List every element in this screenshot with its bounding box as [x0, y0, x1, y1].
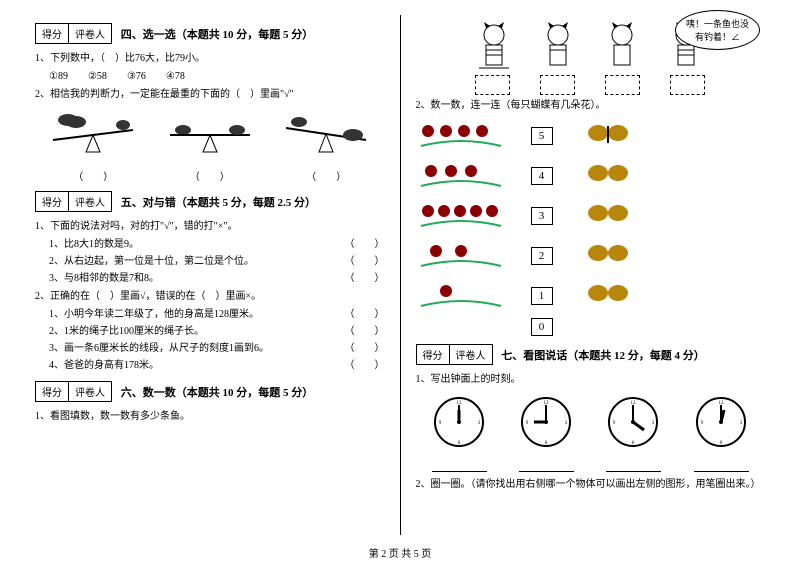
num-3: 3 [531, 207, 553, 225]
svg-text:3: 3 [652, 421, 655, 426]
clock-answers [416, 458, 766, 472]
clocks-diagram: 12369 12369 12369 12369 [416, 395, 766, 450]
q4-1-options: ①89②58③76④78 [49, 69, 385, 84]
num-1: 1 [531, 287, 553, 305]
q4-2: 2、相信我的判断力，一定能在最重的下面的（ ）里画"√" [35, 87, 385, 102]
svg-text:9: 9 [526, 421, 529, 426]
q7-2: 2、圈一圈。（请你找出用右侧哪一个物体可以画出左侧的图形，用笔圈出来。） [416, 477, 766, 492]
score-label: 得分 [36, 24, 69, 43]
seesaw-diagram: （ ） （ ） （ ） [35, 110, 385, 183]
svg-text:12: 12 [631, 401, 637, 406]
q6-1: 1、看图填数，数一数有多少条鱼。 [35, 409, 385, 424]
count-row: 5 [416, 118, 766, 153]
num-4: 4 [531, 167, 553, 185]
q5-1-1: 1、比8大1的数是9。（ ） [49, 237, 385, 252]
q7-1: 1、写出钟面上的时刻。 [416, 372, 766, 387]
svg-text:12: 12 [456, 401, 462, 406]
svg-text:12: 12 [544, 401, 550, 406]
section-5-title: 五、对与错（本题共 5 分，每题 2.5 分） [121, 194, 316, 210]
svg-text:12: 12 [718, 401, 724, 406]
svg-text:9: 9 [701, 421, 704, 426]
q5-2: 2、正确的在（ ）里画√，错误的在（ ）里画×。 [35, 289, 385, 304]
grader-label: 评卷人 [69, 24, 111, 43]
q5-1: 1、下面的说法对吗，对的打"√"，错的打"×"。 [35, 219, 385, 234]
q5-1-2: 2、从右边起，第一位是十位，第二位是个位。（ ） [49, 254, 385, 269]
speech-bubble: 咦！一条鱼也没有钓着！∠ [675, 10, 760, 50]
section-7-title: 七、看图说话（本题共 12 分，每题 4 分） [501, 347, 705, 363]
svg-text:3: 3 [740, 421, 743, 426]
q5-2-3: 3、画一条6厘米长的线段，从尺子的刻度1画到6。（ ） [49, 341, 385, 356]
svg-text:3: 3 [477, 421, 480, 426]
num-2: 2 [531, 247, 553, 265]
q5-2-2: 2、1米的绳子比100厘米的绳子长。（ ） [49, 324, 385, 339]
q5-1-3: 3、与8相邻的数是7和8。（ ） [49, 271, 385, 286]
page-footer: 第 2 页 共 5 页 [0, 545, 800, 560]
num-0: 0 [531, 318, 553, 336]
q5-2-4: 4、爸爸的身高有178米。（ ） [49, 358, 385, 373]
svg-text:9: 9 [613, 421, 616, 426]
score-box: 得分评卷人 [35, 191, 112, 212]
score-box: 得分评卷人 [416, 344, 493, 365]
svg-text:9: 9 [438, 421, 441, 426]
svg-text:3: 3 [565, 421, 568, 426]
q4-1: 1、下列数中，（ ）比76大，比79小。 [35, 51, 385, 66]
section-6-title: 六、数一数（本题共 10 分，每题 5 分） [121, 384, 314, 400]
score-box: 得分评卷人 [35, 23, 112, 44]
section-4-title: 四、选一选（本题共 10 分，每题 5 分） [121, 26, 314, 42]
score-box: 得分评卷人 [35, 381, 112, 402]
num-5: 5 [531, 127, 553, 145]
fish-answer-boxes [416, 75, 766, 95]
q5-2-1: 1、小明今年读二年级了，他的身高是128厘米。（ ） [49, 307, 385, 322]
q6-2: 2、数一数，连一连（每只蝴蝶有几朵花）。 [416, 98, 766, 113]
